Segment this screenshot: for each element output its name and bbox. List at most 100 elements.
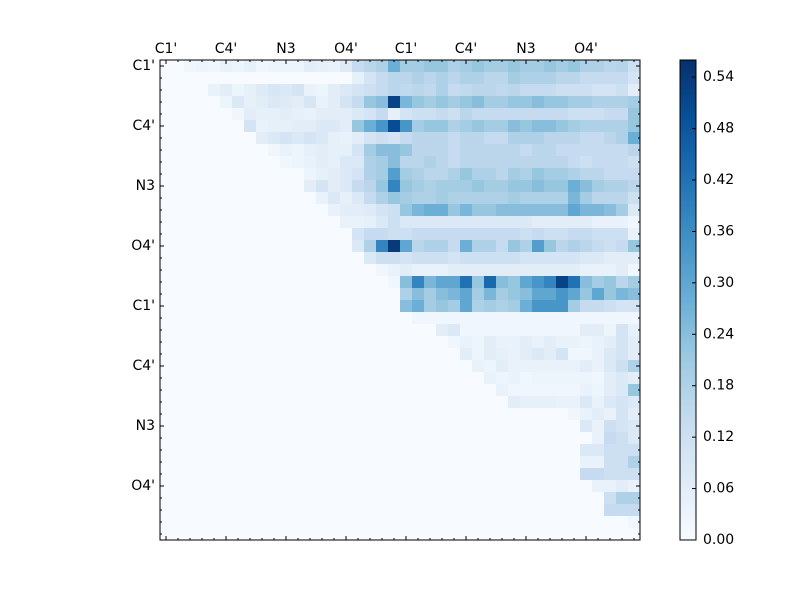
heatmap-cell xyxy=(616,468,629,481)
heatmap-cell xyxy=(172,504,185,517)
heatmap-cell xyxy=(184,408,197,421)
heatmap-cell xyxy=(604,420,617,433)
heatmap-cell xyxy=(268,60,281,73)
heatmap-cell xyxy=(232,120,245,133)
heatmap-cell xyxy=(376,72,389,85)
heatmap-cell xyxy=(592,240,605,253)
heatmap-cell xyxy=(184,96,197,109)
heatmap-cell xyxy=(436,492,449,505)
heatmap-cell xyxy=(592,504,605,517)
heatmap-cell xyxy=(172,240,185,253)
heatmap-cell xyxy=(508,132,521,145)
heatmap-cell xyxy=(424,480,437,493)
heatmap-cell xyxy=(364,396,377,409)
heatmap-cell xyxy=(412,324,425,337)
heatmap-cell xyxy=(292,180,305,193)
heatmap-cell xyxy=(472,240,485,253)
heatmap-cell xyxy=(412,228,425,241)
heatmap-cell xyxy=(208,180,221,193)
heatmap-cell xyxy=(376,336,389,349)
heatmap-cell xyxy=(580,276,593,289)
heatmap-cell xyxy=(316,120,329,133)
heatmap-cell xyxy=(568,384,581,397)
heatmap-cell xyxy=(328,444,341,457)
heatmap-cell xyxy=(628,516,641,529)
heatmap-cell xyxy=(616,60,629,73)
heatmap-cell xyxy=(412,384,425,397)
heatmap-cell xyxy=(184,432,197,445)
heatmap-cell xyxy=(544,264,557,277)
heatmap-cell xyxy=(208,492,221,505)
heatmap-cell xyxy=(400,84,413,97)
heatmap-cell xyxy=(472,180,485,193)
heatmap-cell xyxy=(604,288,617,301)
heatmap-cell xyxy=(532,240,545,253)
heatmap-cell xyxy=(460,492,473,505)
heatmap-cell xyxy=(604,276,617,289)
heatmap-cell xyxy=(220,204,233,217)
heatmap-cell xyxy=(436,324,449,337)
heatmap-cell xyxy=(592,420,605,433)
heatmap-cell xyxy=(628,60,641,73)
heatmap-cell xyxy=(436,504,449,517)
heatmap-cell xyxy=(220,468,233,481)
heatmap-cell xyxy=(508,312,521,325)
heatmap-cell xyxy=(172,300,185,313)
heatmap-cell xyxy=(412,60,425,73)
heatmap-cell xyxy=(364,468,377,481)
heatmap-cell xyxy=(568,456,581,469)
heatmap-cell xyxy=(412,156,425,169)
heatmap-cell xyxy=(424,456,437,469)
heatmap-cell xyxy=(172,444,185,457)
heatmap-cell xyxy=(220,132,233,145)
heatmap-cell xyxy=(352,120,365,133)
heatmap-cell xyxy=(256,192,269,205)
heatmap-cell xyxy=(520,360,533,373)
heatmap-cell xyxy=(268,84,281,97)
heatmap-cell xyxy=(364,324,377,337)
heatmap-cell xyxy=(280,204,293,217)
heatmap-cell xyxy=(436,348,449,361)
heatmap-cell xyxy=(496,336,509,349)
heatmap-cell xyxy=(256,372,269,385)
heatmap-cell xyxy=(208,480,221,493)
heatmap-cell xyxy=(280,132,293,145)
heatmap-cell xyxy=(184,468,197,481)
heatmap-cell xyxy=(532,312,545,325)
heatmap-cell xyxy=(616,324,629,337)
heatmap-cell xyxy=(520,300,533,313)
heatmap-cell xyxy=(316,60,329,73)
heatmap-cell xyxy=(256,492,269,505)
heatmap-cell xyxy=(580,72,593,85)
heatmap-cell xyxy=(472,300,485,313)
heatmap-cell xyxy=(220,192,233,205)
heatmap-cell xyxy=(208,216,221,229)
heatmap-cell xyxy=(628,408,641,421)
heatmap-cell xyxy=(616,360,629,373)
heatmap-cell xyxy=(496,168,509,181)
heatmap-cell xyxy=(340,456,353,469)
heatmap-cell xyxy=(256,264,269,277)
heatmap-cell xyxy=(280,336,293,349)
heatmap-cell xyxy=(448,348,461,361)
heatmap-cell xyxy=(256,432,269,445)
heatmap-cell xyxy=(484,132,497,145)
heatmap-cell xyxy=(412,420,425,433)
heatmap-cell xyxy=(292,288,305,301)
heatmap-cell xyxy=(592,456,605,469)
heatmap-cell xyxy=(568,180,581,193)
heatmap-cell xyxy=(280,180,293,193)
heatmap-cell xyxy=(508,60,521,73)
heatmap-cell xyxy=(508,348,521,361)
heatmap-cell xyxy=(256,144,269,157)
heatmap-cell xyxy=(436,168,449,181)
heatmap-cell xyxy=(292,492,305,505)
heatmap-cell xyxy=(208,456,221,469)
heatmap-cell xyxy=(244,240,257,253)
heatmap-cell xyxy=(544,228,557,241)
heatmap-cell xyxy=(292,480,305,493)
heatmap-cell xyxy=(172,396,185,409)
heatmap-cell xyxy=(196,432,209,445)
heatmap-cell xyxy=(172,360,185,373)
heatmap-cell xyxy=(556,312,569,325)
